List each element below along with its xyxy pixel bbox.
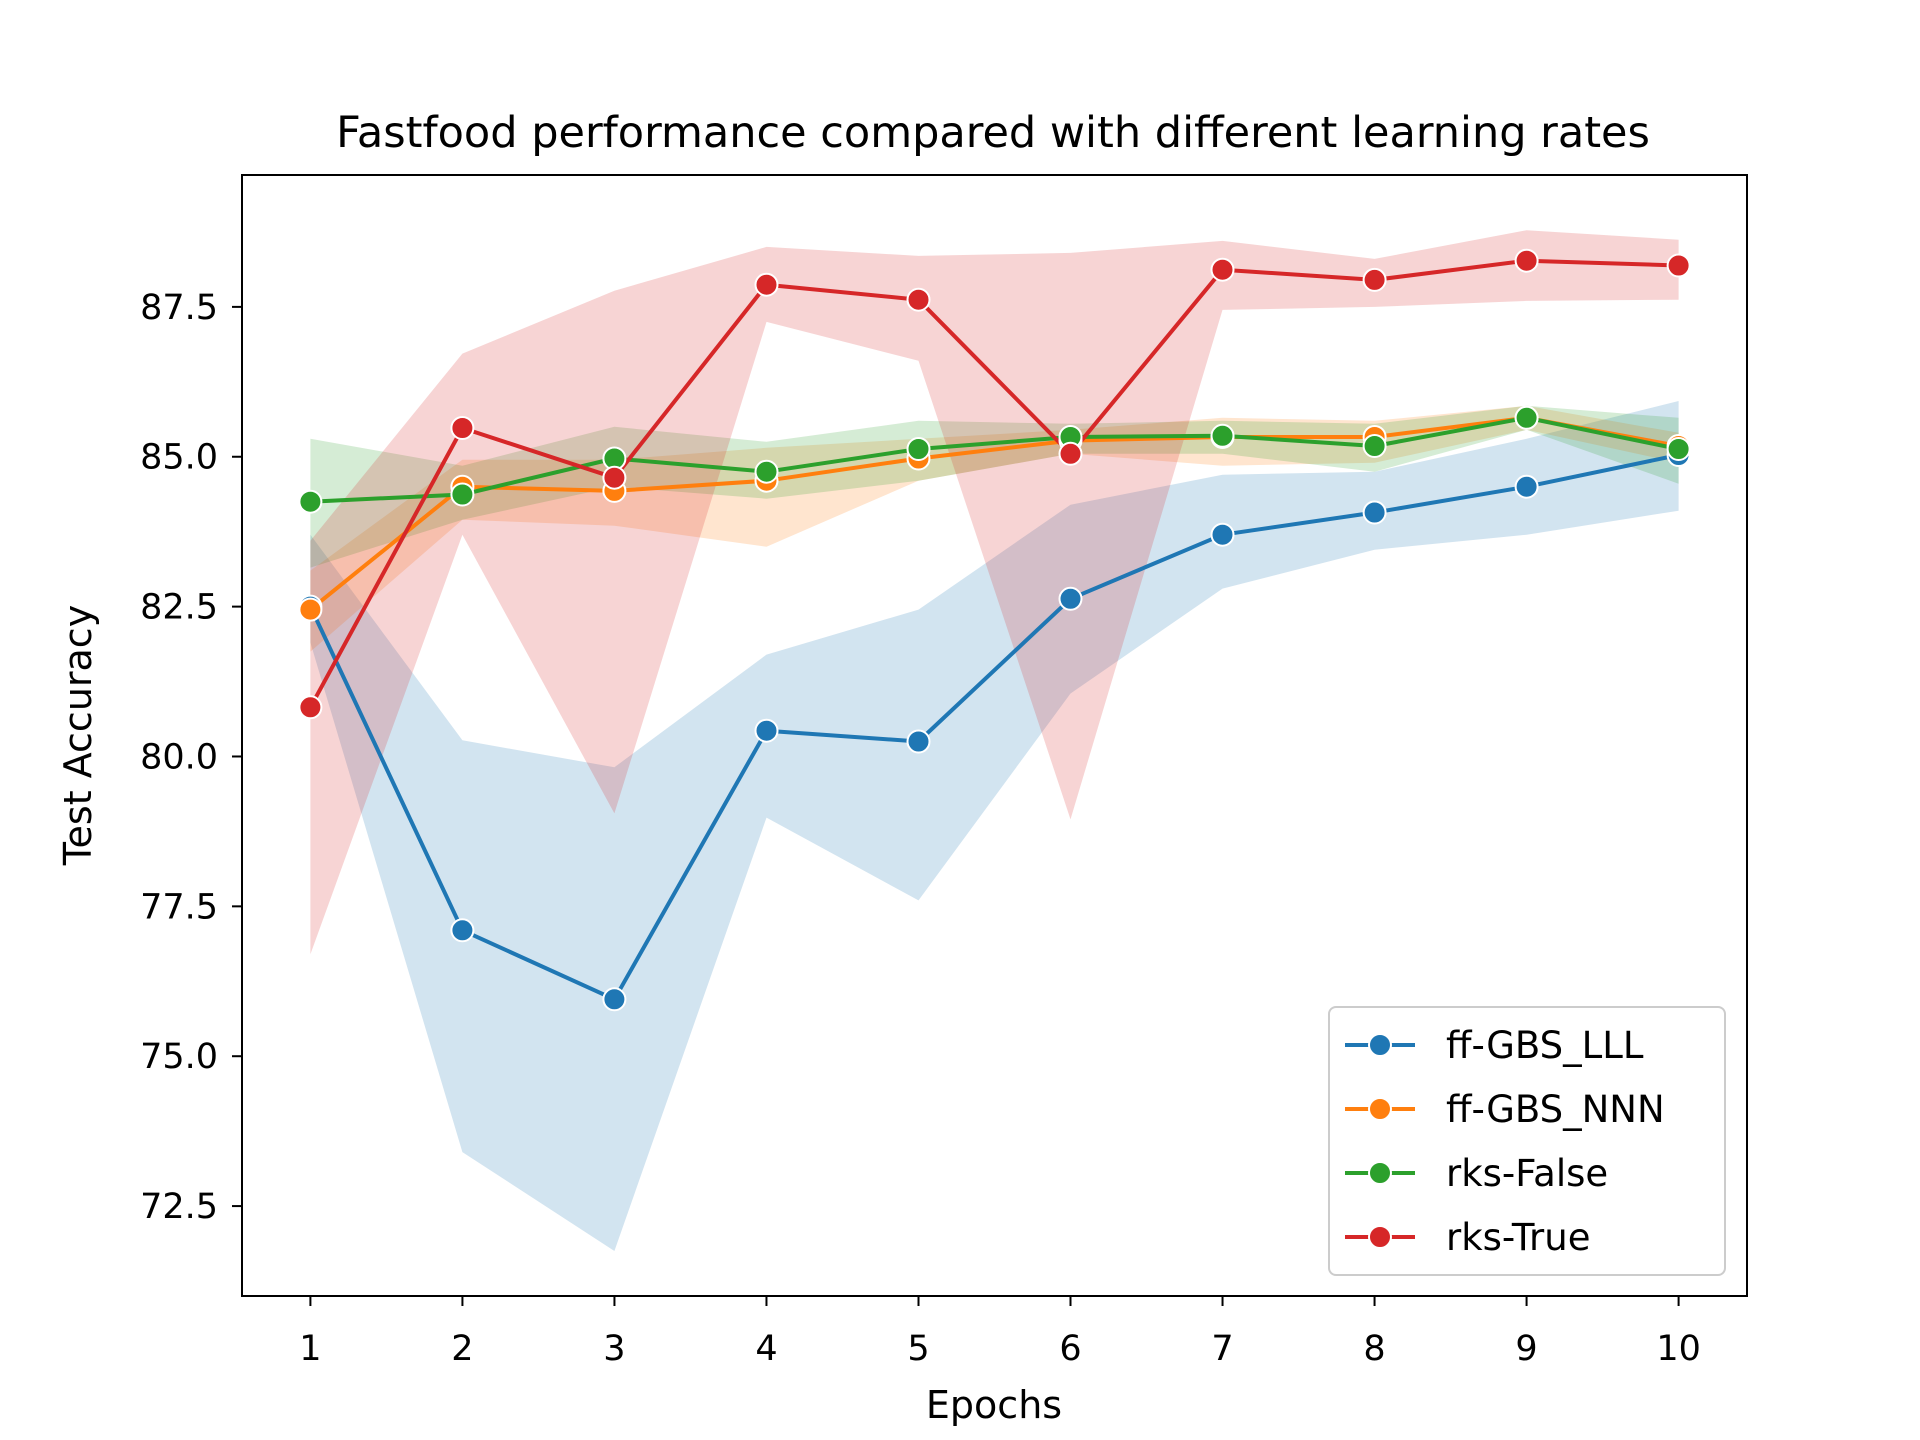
data-point-rks-True-6 xyxy=(1058,441,1083,466)
legend: ff-GBS_LLL ff-GBS_NNN rks-False rks-True xyxy=(1328,1006,1726,1276)
legend-label-rks-False: rks-False xyxy=(1446,1152,1608,1195)
band-rks-True xyxy=(310,230,1679,955)
y-tick-label-75: 75.0 xyxy=(140,1037,218,1077)
series-line-ff-GBS_LLL xyxy=(308,453,1680,1002)
legend-swatch-marker-ff-GBS_NNN xyxy=(1368,1097,1392,1121)
data-point-ff-GBS_LLL-2 xyxy=(450,918,475,943)
band-ff-GBS_NNN xyxy=(310,405,1679,652)
x-tick-label-1: 1 xyxy=(299,1329,321,1369)
y-tick-label-85: 85.0 xyxy=(140,438,218,478)
legend-swatch-marker-rks-False xyxy=(1368,1161,1392,1185)
x-tick-label-8: 8 xyxy=(1363,1329,1385,1369)
legend-swatch-marker-ff-GBS_LLL xyxy=(1368,1033,1392,1057)
data-point-rks-False-1 xyxy=(298,489,323,514)
data-point-rks-True-5 xyxy=(906,287,931,312)
x-tick-label-3: 3 xyxy=(603,1329,625,1369)
data-point-ff-GBS_LLL-8 xyxy=(1362,500,1387,525)
data-point-ff-GBS_LLL-9 xyxy=(1514,474,1539,499)
y-tick-label-72.5: 72.5 xyxy=(140,1187,218,1227)
series-lines xyxy=(308,258,1680,1002)
x-tick-label-6: 6 xyxy=(1059,1329,1081,1369)
x-tick-label-4: 4 xyxy=(755,1329,777,1369)
data-point-rks-False-9 xyxy=(1514,405,1539,430)
legend-entries: ff-GBS_LLL ff-GBS_NNN rks-False rks-True xyxy=(1345,1024,1665,1259)
band-rks-False xyxy=(310,405,1679,568)
legend-box xyxy=(1328,1006,1726,1276)
data-point-rks-False-4 xyxy=(754,459,779,484)
data-point-rks-True-10 xyxy=(1666,253,1691,278)
x-tick-label-2: 2 xyxy=(451,1329,473,1369)
plot-frame xyxy=(241,174,1748,1297)
data-point-rks-True-1 xyxy=(298,695,323,720)
data-point-rks-True-9 xyxy=(1514,248,1539,273)
data-point-rks-False-5 xyxy=(906,437,931,461)
y-axis-ticks: 72.5 75.0 77.5 80.0 82.5 85.0 87.5 xyxy=(140,288,242,1227)
y-axis-label: Test Accuracy xyxy=(56,605,100,866)
data-point-rks-True-4 xyxy=(754,272,779,297)
data-point-ff-GBS_LLL-5 xyxy=(906,729,931,754)
data-point-rks-False-7 xyxy=(1210,423,1235,448)
data-point-rks-True-8 xyxy=(1362,267,1387,292)
x-tick-label-7: 7 xyxy=(1211,1329,1233,1369)
y-tick-label-82.5: 82.5 xyxy=(140,588,218,628)
data-point-rks-False-8 xyxy=(1362,434,1387,458)
x-axis-ticks: 1 2 3 4 5 6 7 8 9 10 xyxy=(299,1296,1701,1369)
y-tick-label-77.5: 77.5 xyxy=(140,887,218,927)
data-point-ff-GBS_LLL-3 xyxy=(602,987,627,1012)
x-tick-label-9: 9 xyxy=(1515,1329,1537,1369)
chart-title: Fastfood performance compared with diffe… xyxy=(336,108,1650,158)
series-line-rks-False xyxy=(310,415,1680,504)
series-line-rks-True xyxy=(308,258,1679,709)
data-point-ff-GBS_LLL-6 xyxy=(1058,586,1083,611)
y-tick-label-80: 80.0 xyxy=(140,737,218,777)
x-tick-label-10: 10 xyxy=(1656,1329,1701,1369)
band-ff-GBS_LLL xyxy=(310,401,1679,1251)
data-point-rks-False-10 xyxy=(1666,437,1691,461)
legend-label-ff-GBS_LLL: ff-GBS_LLL xyxy=(1446,1024,1644,1067)
legend-label-ff-GBS_NNN: ff-GBS_NNN xyxy=(1446,1088,1665,1131)
x-tick-label-5: 5 xyxy=(907,1329,929,1369)
data-point-ff-GBS_LLL-4 xyxy=(754,718,779,743)
x-axis-label: Epochs xyxy=(926,1383,1062,1427)
data-point-rks-False-2 xyxy=(450,482,475,507)
data-point-ff-GBS_NNN-1 xyxy=(298,597,323,622)
data-point-rks-True-2 xyxy=(450,416,475,440)
series-line-ff-GBS_NNN xyxy=(309,415,1679,612)
series-markers xyxy=(298,248,1691,1012)
data-point-ff-GBS_LLL-7 xyxy=(1210,522,1235,547)
y-tick-label-87.5: 87.5 xyxy=(140,288,218,328)
legend-swatch-marker-rks-True xyxy=(1368,1225,1392,1249)
data-point-rks-True-3 xyxy=(602,465,627,490)
confidence-bands xyxy=(310,230,1679,1251)
data-point-rks-True-7 xyxy=(1210,257,1235,282)
legend-label-rks-True: rks-True xyxy=(1446,1216,1590,1259)
